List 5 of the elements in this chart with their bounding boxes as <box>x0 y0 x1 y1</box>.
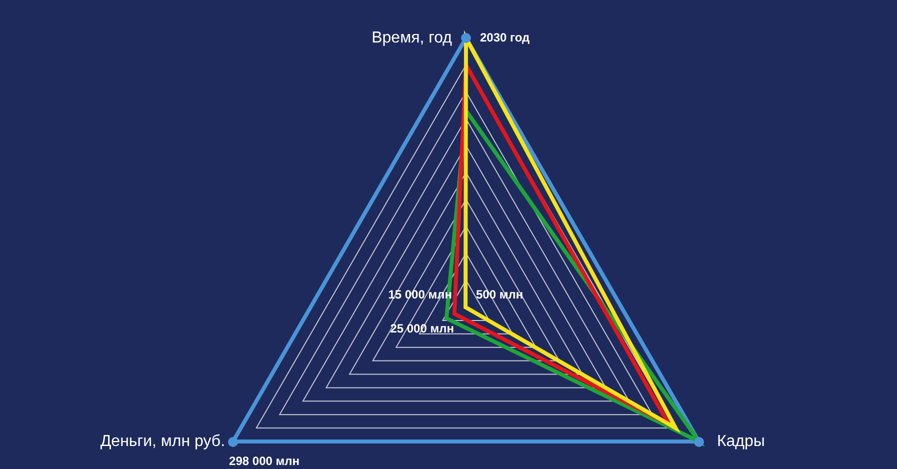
spoke-label: Деньги, млн руб. <box>100 432 226 450</box>
text: 2030 год <box>480 30 530 44</box>
spoke-label: Время, год <box>372 29 453 46</box>
spoke-label: Кадры <box>716 432 765 450</box>
text: 298 000 млн <box>229 454 300 468</box>
